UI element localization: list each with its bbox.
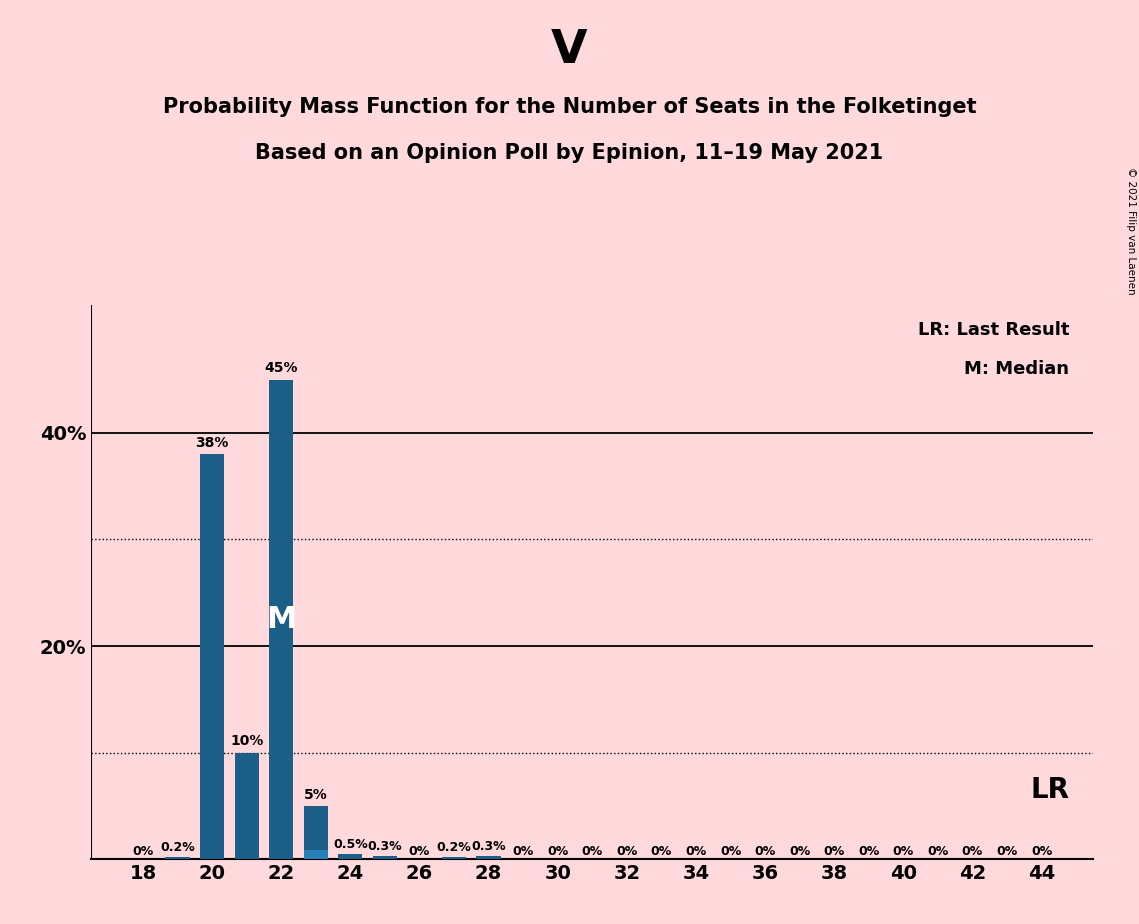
Bar — [304, 806, 328, 859]
Text: 0%: 0% — [927, 845, 949, 857]
Text: 0%: 0% — [547, 845, 568, 857]
Text: 0%: 0% — [754, 845, 776, 857]
Text: M: M — [267, 605, 296, 634]
Text: 10%: 10% — [230, 735, 263, 748]
Bar — [338, 854, 362, 859]
Text: 0%: 0% — [513, 845, 534, 857]
Bar — [304, 850, 328, 859]
Text: 0%: 0% — [686, 845, 706, 857]
Text: 0%: 0% — [720, 845, 741, 857]
Bar — [476, 857, 501, 859]
Text: LR: LR — [1031, 776, 1070, 804]
Text: 0.5%: 0.5% — [333, 838, 368, 851]
Text: 0%: 0% — [961, 845, 983, 857]
Text: V: V — [551, 28, 588, 73]
Text: 0%: 0% — [409, 845, 431, 857]
Text: 0%: 0% — [650, 845, 672, 857]
Bar — [442, 857, 466, 859]
Text: 0%: 0% — [132, 845, 154, 857]
Text: 0.3%: 0.3% — [368, 840, 402, 853]
Text: LR: Last Result: LR: Last Result — [918, 321, 1070, 339]
Text: 0.3%: 0.3% — [472, 840, 506, 853]
Text: 0%: 0% — [1031, 845, 1052, 857]
Text: 0.2%: 0.2% — [436, 841, 472, 854]
Text: 45%: 45% — [264, 361, 298, 375]
Bar — [165, 857, 189, 859]
Text: 5%: 5% — [304, 788, 328, 802]
Bar — [372, 857, 398, 859]
Text: 0%: 0% — [823, 845, 845, 857]
Text: 0%: 0% — [582, 845, 603, 857]
Text: 0.2%: 0.2% — [161, 841, 195, 854]
Text: 0%: 0% — [789, 845, 810, 857]
Text: 0%: 0% — [997, 845, 1017, 857]
Text: M: Median: M: Median — [965, 360, 1070, 378]
Text: 0%: 0% — [893, 845, 913, 857]
Text: Based on an Opinion Poll by Epinion, 11–19 May 2021: Based on an Opinion Poll by Epinion, 11–… — [255, 143, 884, 164]
Bar — [269, 380, 294, 859]
Bar — [200, 455, 224, 859]
Text: © 2021 Filip van Laenen: © 2021 Filip van Laenen — [1126, 167, 1136, 295]
Text: Probability Mass Function for the Number of Seats in the Folketinget: Probability Mass Function for the Number… — [163, 97, 976, 117]
Text: 38%: 38% — [196, 436, 229, 450]
Bar — [235, 753, 259, 859]
Text: 0%: 0% — [858, 845, 879, 857]
Text: 0%: 0% — [616, 845, 638, 857]
